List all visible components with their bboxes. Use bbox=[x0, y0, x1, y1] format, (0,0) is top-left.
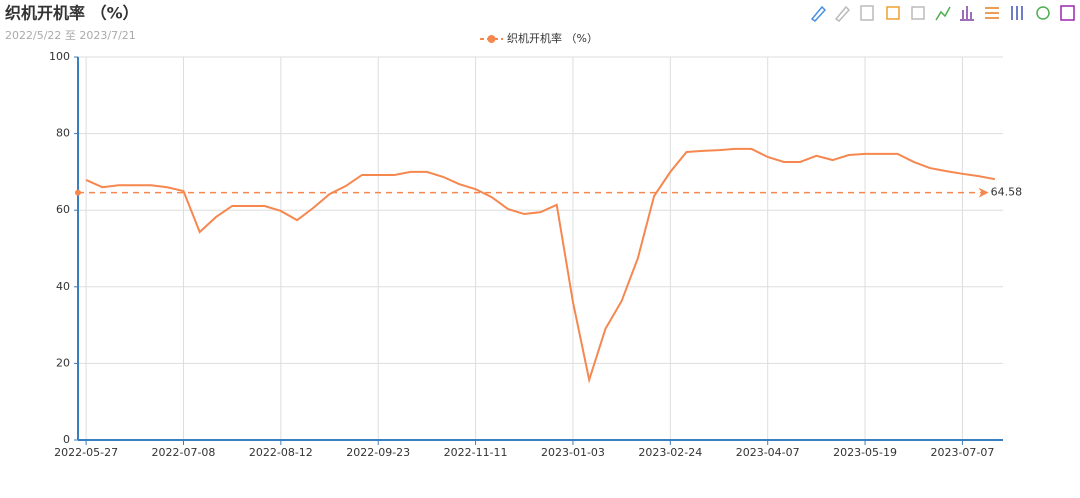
tool-zoom[interactable] bbox=[886, 6, 900, 20]
y-tick-label: 20 bbox=[56, 356, 70, 369]
y-tick-label: 60 bbox=[56, 203, 70, 216]
x-tick-label: 2022-05-27 bbox=[54, 446, 118, 459]
tool-tiled[interactable] bbox=[1011, 6, 1023, 20]
x-tick-label: 2022-11-11 bbox=[444, 446, 508, 459]
y-tick-label: 80 bbox=[56, 127, 70, 140]
average-line-arrow bbox=[978, 187, 989, 198]
tool-mark-undo[interactable] bbox=[834, 5, 851, 22]
x-tick-label: 2023-07-07 bbox=[930, 446, 994, 459]
tool-stack[interactable] bbox=[985, 7, 999, 19]
chart-subtitle: 2022/5/22 至 2023/7/21 bbox=[5, 29, 136, 42]
tool-bar[interactable] bbox=[960, 6, 974, 21]
tool-clear[interactable] bbox=[860, 5, 874, 21]
tool-zoom-reset[interactable] bbox=[911, 6, 925, 20]
y-tick-label: 100 bbox=[49, 50, 70, 63]
toolbox[interactable] bbox=[810, 5, 1075, 22]
average-line-start bbox=[75, 189, 81, 196]
tool-save[interactable] bbox=[1060, 5, 1075, 21]
legend-marker bbox=[487, 35, 496, 43]
x-tick-label: 2023-05-19 bbox=[833, 446, 897, 459]
tool-restore[interactable] bbox=[1036, 6, 1050, 20]
legend-label: 织机开机率 （%） bbox=[507, 31, 598, 45]
y-tick-label: 40 bbox=[56, 280, 70, 293]
y-tick-label: 0 bbox=[63, 433, 70, 446]
x-tick-label: 2022-07-08 bbox=[152, 446, 216, 459]
tool-mark[interactable] bbox=[810, 5, 827, 22]
average-line-label: 64.58 bbox=[991, 186, 1023, 199]
series-line bbox=[85, 147, 996, 384]
x-tick-label: 2023-02-24 bbox=[638, 446, 702, 459]
x-tick-label: 2023-01-03 bbox=[541, 446, 605, 459]
tool-line[interactable] bbox=[935, 6, 951, 21]
x-tick-label: 2023-04-07 bbox=[736, 446, 800, 459]
chart-title: 织机开机率 （%） bbox=[5, 4, 139, 23]
x-tick-label: 2022-09-23 bbox=[346, 446, 410, 459]
x-tick-label: 2022-08-12 bbox=[249, 446, 313, 459]
